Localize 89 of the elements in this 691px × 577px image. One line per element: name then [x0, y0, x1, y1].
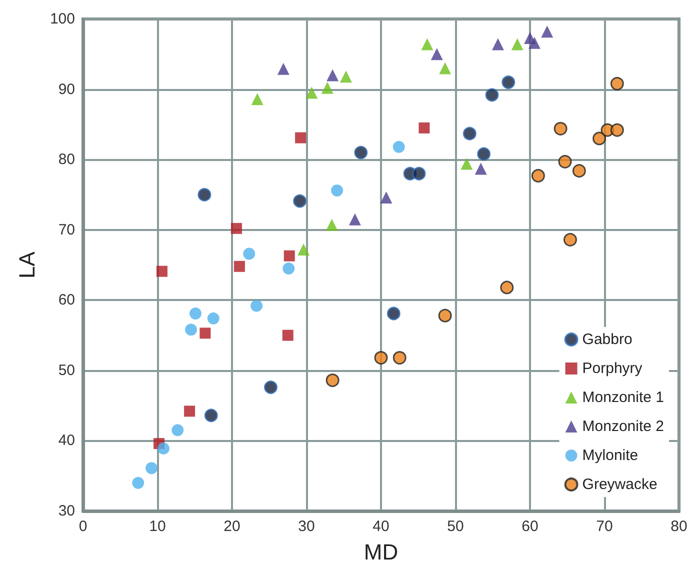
- point: [157, 442, 170, 454]
- y-tick-label: 30: [58, 502, 75, 520]
- x-tick-label: 80: [670, 518, 688, 535]
- point: [326, 218, 338, 231]
- legend-label: Mylonite: [582, 447, 638, 464]
- point: [610, 123, 624, 137]
- point: [340, 70, 352, 83]
- point: [528, 36, 540, 49]
- point: [554, 122, 568, 136]
- point: [430, 48, 443, 60]
- point: [563, 232, 577, 246]
- point: [132, 476, 144, 489]
- point: [230, 222, 242, 234]
- point: [492, 38, 504, 50]
- y-tick-label: 90: [58, 80, 75, 98]
- point: [485, 88, 499, 102]
- legend-label: Gabbro: [582, 331, 632, 348]
- legend-label: Porphyry: [582, 360, 643, 377]
- point: [282, 262, 295, 275]
- x-tick-label: 40: [372, 518, 390, 535]
- y-tick-label: 40: [58, 432, 75, 450]
- point: [541, 26, 554, 38]
- x-tick-label: 50: [447, 518, 464, 535]
- point: [502, 76, 516, 90]
- x-tick-label: 10: [149, 518, 166, 535]
- x-tick-label: 70: [596, 518, 613, 535]
- point: [354, 146, 368, 160]
- point: [298, 244, 310, 256]
- point: [592, 132, 606, 146]
- point: [277, 62, 290, 75]
- point: [251, 93, 264, 106]
- point: [500, 280, 514, 294]
- point: [572, 164, 586, 178]
- point: [295, 132, 306, 144]
- point: [172, 424, 184, 436]
- point: [421, 38, 434, 50]
- point: [234, 260, 245, 272]
- point: [200, 328, 211, 339]
- y-tick-label: 70: [58, 221, 75, 238]
- point: [207, 312, 220, 324]
- point: [610, 76, 624, 90]
- point: [348, 213, 361, 226]
- point: [438, 308, 452, 322]
- point: [284, 250, 295, 262]
- point: [511, 38, 524, 50]
- point: [392, 140, 405, 153]
- point: [326, 69, 339, 82]
- point: [306, 86, 318, 99]
- point: [282, 330, 294, 341]
- point: [386, 306, 400, 320]
- point: [418, 122, 430, 134]
- point: [185, 324, 198, 336]
- y-tick-label: 50: [58, 362, 75, 379]
- point: [321, 82, 334, 94]
- point: [439, 62, 452, 74]
- point: [380, 192, 392, 204]
- x-tick-label: 30: [298, 518, 315, 535]
- point: [198, 188, 212, 202]
- x-tick-label: 20: [224, 518, 240, 535]
- x-tick-label: 60: [522, 518, 538, 535]
- point: [243, 248, 256, 260]
- point: [392, 351, 406, 365]
- point: [184, 406, 196, 417]
- legend-label: Monzonite 1: [582, 389, 664, 406]
- point: [190, 308, 202, 320]
- point: [462, 126, 476, 140]
- point: [412, 166, 426, 180]
- y-tick-label: 80: [58, 151, 75, 168]
- point: [558, 154, 572, 168]
- point: [477, 147, 491, 161]
- point: [250, 300, 263, 312]
- point: [531, 168, 545, 182]
- x-tick-label: 0: [78, 518, 88, 535]
- x-axis-title: MD: [364, 540, 398, 564]
- point: [460, 158, 473, 170]
- point: [326, 374, 340, 388]
- y-tick-label: 100: [50, 10, 75, 28]
- point: [474, 162, 487, 175]
- point: [374, 351, 388, 365]
- point: [293, 194, 307, 208]
- y-axis-title: LA: [14, 251, 40, 278]
- point: [146, 462, 158, 474]
- point: [331, 184, 344, 196]
- legend-label: Greywacke: [582, 476, 658, 493]
- point: [204, 408, 218, 422]
- point: [156, 266, 168, 277]
- point: [264, 380, 278, 394]
- legend-label: Monzonite 2: [582, 418, 664, 435]
- y-tick-label: 60: [58, 292, 75, 309]
